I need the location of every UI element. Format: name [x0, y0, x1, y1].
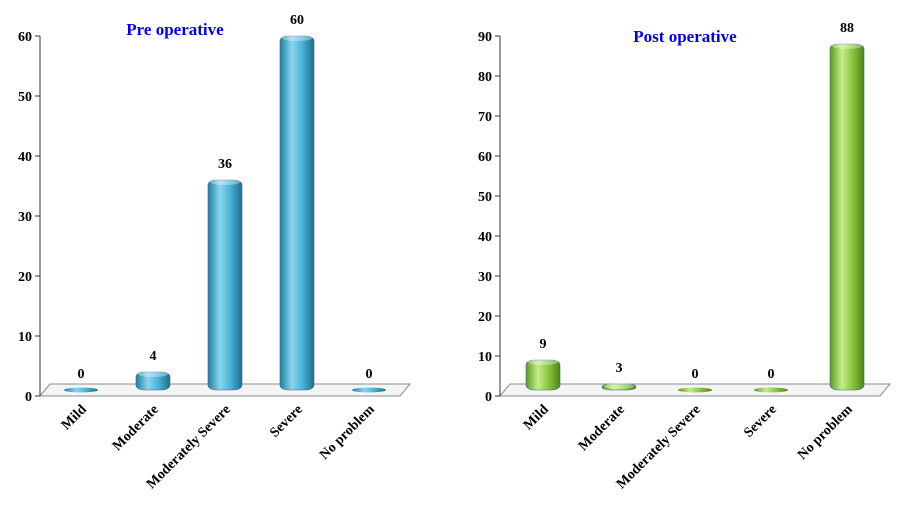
y-tick-label: 70 — [478, 110, 492, 125]
y-tick-label: 60 — [478, 150, 492, 165]
category-label: Mild — [521, 402, 552, 433]
bar-highlight — [604, 383, 634, 389]
category-label: No problem — [317, 402, 378, 463]
data-label: 3 — [616, 361, 623, 376]
bar-highlight — [138, 371, 168, 377]
data-label: 36 — [218, 157, 232, 172]
y-tick-label: 0 — [25, 390, 32, 405]
bar-zero-disc — [678, 387, 712, 393]
bar-zero-disc — [754, 387, 788, 393]
data-label: 0 — [78, 367, 85, 382]
category-label: Moderate — [576, 402, 628, 454]
y-tick-label: 40 — [478, 230, 492, 245]
bar-highlight — [210, 179, 240, 185]
bar — [525, 359, 561, 391]
data-label: 60 — [290, 13, 304, 28]
y-tick-label: 10 — [18, 330, 32, 345]
category-label: Severe — [741, 402, 779, 440]
y-tick-label: 20 — [18, 270, 32, 285]
data-label: 9 — [540, 337, 547, 352]
y-tick-label: 50 — [18, 90, 32, 105]
bar-zero-disc — [352, 387, 386, 393]
category-label: Moderately Severe — [614, 402, 704, 492]
data-label: 0 — [366, 367, 373, 382]
y-tick-label: 30 — [18, 210, 32, 225]
category-label: Moderate — [110, 402, 162, 454]
bar — [207, 179, 243, 391]
bar-highlight — [282, 35, 312, 41]
bar-highlight — [528, 359, 558, 365]
post-operative-chart: 0 10 20 30 40 50 60 70 80 90 Post operative 9 Mild 3 M… — [478, 21, 892, 492]
bar — [135, 371, 171, 391]
bar — [279, 35, 315, 391]
data-label: 88 — [840, 21, 854, 36]
category-label: No problem — [795, 402, 856, 463]
y-tick-label: 30 — [478, 270, 492, 285]
y-tick-label: 0 — [485, 390, 492, 405]
data-label: 0 — [768, 367, 775, 382]
pre-operative-chart: 0 10 20 30 40 50 60 Pre operative 0 Mild 4 Moderate… — [18, 13, 412, 492]
bar-zero-disc — [64, 387, 98, 393]
y-tick-label: 10 — [478, 350, 492, 365]
data-label: 0 — [692, 367, 699, 382]
category-label: Mild — [59, 402, 90, 433]
bar — [601, 383, 637, 391]
chart-title: Pre operative — [126, 20, 224, 39]
bar — [829, 43, 865, 391]
y-tick-label: 90 — [478, 30, 492, 45]
data-label: 4 — [150, 349, 157, 364]
y-tick-label: 20 — [478, 310, 492, 325]
y-tick-label: 60 — [18, 30, 32, 45]
chart-title: Post operative — [633, 27, 737, 46]
y-tick-label: 40 — [18, 150, 32, 165]
bar-highlight — [832, 43, 862, 49]
category-label: Severe — [267, 402, 305, 440]
y-tick-label: 50 — [478, 190, 492, 205]
y-tick-label: 80 — [478, 70, 492, 85]
